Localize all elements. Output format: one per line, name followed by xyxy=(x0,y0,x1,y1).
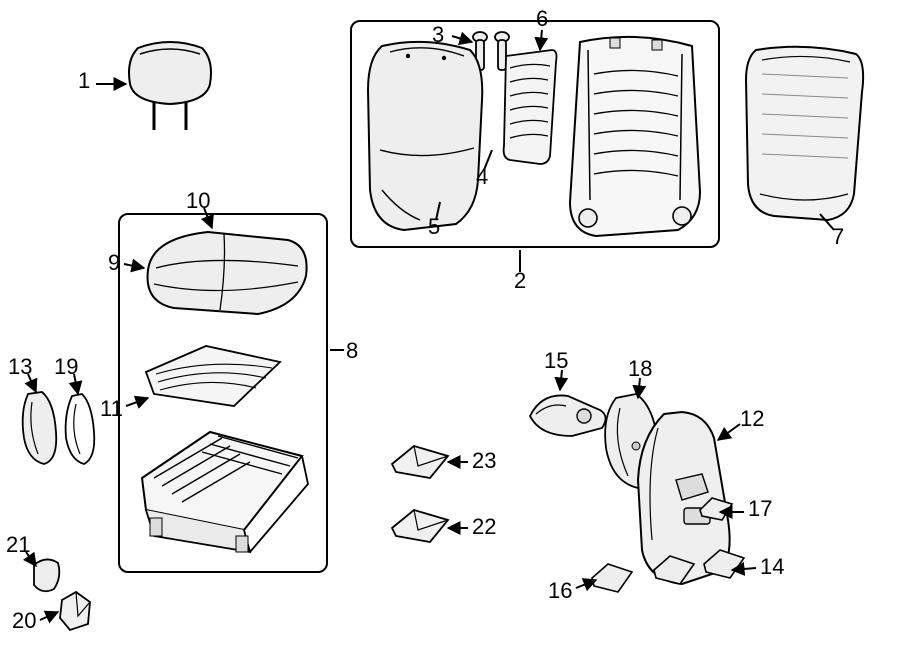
callout-11: 11 xyxy=(100,398,123,420)
callout-12: 12 xyxy=(740,408,764,430)
callout-16: 16 xyxy=(548,580,572,602)
callout-2: 2 xyxy=(514,270,526,292)
diagram-stage: 1 2 3 4 5 6 7 8 9 10 11 12 13 14 15 16 1… xyxy=(0,0,900,661)
callout-8: 8 xyxy=(346,340,358,362)
callout-14: 14 xyxy=(760,556,784,578)
callout-23: 23 xyxy=(472,450,496,472)
callout-18: 18 xyxy=(628,358,652,380)
callout-3: 3 xyxy=(432,24,444,46)
callout-5: 5 xyxy=(428,216,440,238)
callout-19: 19 xyxy=(54,356,78,378)
callout-4: 4 xyxy=(476,166,488,188)
callout-7: 7 xyxy=(832,226,844,248)
callout-21: 21 xyxy=(6,534,30,556)
callout-17: 17 xyxy=(748,498,772,520)
callout-13: 13 xyxy=(8,356,32,378)
callout-1: 1 xyxy=(78,70,90,92)
callout-10: 10 xyxy=(186,190,210,212)
callout-20: 20 xyxy=(12,610,36,632)
callout-15: 15 xyxy=(544,350,568,372)
callout-9: 9 xyxy=(108,252,120,274)
callout-6: 6 xyxy=(536,8,548,30)
callout-22: 22 xyxy=(472,516,496,538)
